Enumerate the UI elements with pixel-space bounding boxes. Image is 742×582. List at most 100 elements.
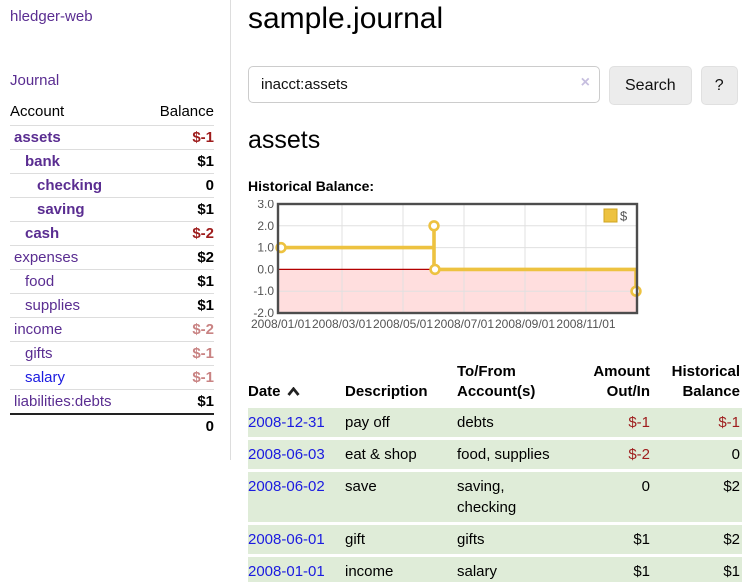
transaction-date-link[interactable]: 2008-01-01: [248, 562, 325, 580]
search-button[interactable]: Search: [609, 66, 692, 105]
sidebar-account-income[interactable]: income: [14, 321, 63, 338]
column-account: To/From Account(s): [457, 363, 536, 401]
transaction-amount: $-1: [572, 407, 652, 440]
transaction-accounts: food, supplies: [457, 439, 572, 472]
accounts-total-value: 0: [205, 418, 214, 435]
page-title: sample.journal: [248, 2, 444, 35]
transaction-balance: $1: [652, 556, 742, 582]
transaction-description: eat & shop: [345, 439, 457, 472]
account-row-food: food $1: [10, 269, 214, 294]
sidebar-account-supplies[interactable]: supplies: [25, 297, 81, 314]
transaction-date-link[interactable]: 2008-12-31: [248, 413, 325, 431]
marker-2008-06-01: [428, 220, 440, 232]
transaction-balance: $-1: [652, 407, 742, 440]
historical-balance-chart: $ 3.0 2.0 1.0 0.0 -1.0 -2.0 2008/01/01 2…: [251, 200, 642, 331]
transaction-description: save: [345, 471, 457, 525]
account-row-cash: cash $-2: [10, 221, 214, 246]
y-axis-ticks: 3.0 2.0 1.0 0.0 -1.0 -2.0: [253, 200, 274, 320]
account-balance: $1: [142, 389, 214, 415]
sidebar-account-liabilities-debts[interactable]: liabilities:debts: [14, 393, 112, 410]
svg-text:2008/07/01: 2008/07/01: [434, 317, 494, 331]
register-row: 2008-06-03 eat & shop food, supplies $-2…: [248, 439, 742, 472]
legend-label: $: [620, 209, 628, 224]
account-balance: $-2: [142, 221, 214, 246]
transaction-accounts: gifts: [457, 524, 572, 557]
column-date[interactable]: Date: [248, 360, 345, 408]
account-row-checking: checking 0: [10, 173, 214, 198]
account-row-supplies: supplies $1: [10, 293, 214, 318]
register-row: 2008-01-01 income salary $1 $1: [248, 556, 742, 582]
sidebar-account-saving[interactable]: saving: [37, 201, 85, 218]
account-row-liabilities-debts: liabilities:debts $1: [10, 389, 214, 415]
accounts-header-balance: Balance: [142, 100, 214, 126]
transaction-date-link[interactable]: 2008-06-03: [248, 445, 325, 463]
help-button[interactable]: ?: [700, 66, 738, 105]
register-row: 2008-12-31 pay off debts $-1 $-1: [248, 407, 742, 440]
transaction-balance: $2: [652, 471, 742, 525]
account-row-saving: saving $1: [10, 197, 214, 222]
account-row-income: income $-2: [10, 317, 214, 342]
sort-ascending-icon: [286, 386, 300, 397]
svg-text:2008/03/01: 2008/03/01: [312, 317, 372, 331]
nav-journal-link[interactable]: Journal: [10, 72, 60, 89]
chart-section-label: Historical Balance:: [248, 178, 375, 194]
sidebar-account-salary[interactable]: salary: [25, 369, 66, 386]
transaction-amount: 0: [572, 471, 652, 525]
account-row-assets: assets $-1: [10, 125, 214, 150]
accounts-header-account: Account: [10, 100, 143, 126]
svg-text:2008/05/01: 2008/05/01: [373, 317, 433, 331]
svg-text:2008/11/01: 2008/11/01: [556, 317, 615, 331]
accounts-total-row: 0: [10, 414, 214, 438]
column-amount: Amount Out/In: [593, 363, 650, 401]
account-balance: 0: [142, 173, 214, 198]
account-balance: $1: [142, 269, 214, 294]
svg-text:-1.0: -1.0: [253, 284, 274, 298]
account-balance: $-1: [142, 125, 214, 150]
app-brand-link[interactable]: hledger-web: [10, 8, 93, 25]
transaction-amount: $-2: [572, 439, 652, 472]
search-form: × Search ?: [248, 66, 742, 105]
clear-search-icon[interactable]: ×: [580, 74, 590, 91]
transaction-accounts: saving, checking: [457, 471, 572, 525]
transaction-date-link[interactable]: 2008-06-01: [248, 530, 325, 548]
svg-text:2.0: 2.0: [257, 219, 274, 233]
account-balance: $1: [142, 149, 214, 174]
account-balance: $1: [142, 197, 214, 222]
sidebar-account-gifts[interactable]: gifts: [25, 345, 53, 362]
register-row: 2008-06-02 save saving, checking 0 $2: [248, 471, 742, 525]
svg-text:-2.0: -2.0: [253, 306, 274, 320]
sidebar-account-expenses[interactable]: expenses: [14, 249, 79, 266]
svg-text:1.0: 1.0: [257, 241, 274, 255]
account-row-bank: bank $1: [10, 149, 214, 174]
chart-border: [276, 202, 639, 315]
transaction-description: gift: [345, 524, 457, 557]
sidebar-account-cash[interactable]: cash: [25, 225, 60, 242]
account-balance: $-2: [142, 317, 214, 342]
register-row: 2008-06-01 gift gifts $1 $2: [248, 524, 742, 557]
sidebar-account-bank[interactable]: bank: [25, 153, 61, 170]
account-row-expenses: expenses $2: [10, 245, 214, 270]
transaction-balance: $2: [652, 524, 742, 557]
transaction-date-link[interactable]: 2008-06-02: [248, 477, 325, 495]
svg-text:0.0: 0.0: [257, 262, 274, 276]
chart-legend: $: [603, 208, 628, 224]
sidebar-account-food[interactable]: food: [25, 273, 55, 290]
register-header-row: Date Description To/From Account(s) Amou…: [248, 360, 742, 408]
sidebar-account-assets[interactable]: assets: [14, 129, 61, 146]
legend-swatch-icon: [603, 208, 618, 223]
transaction-balance: 0: [652, 439, 742, 472]
transaction-accounts: debts: [457, 407, 572, 440]
transaction-description: income: [345, 556, 457, 582]
account-heading: assets: [248, 126, 321, 154]
account-row-salary: salary $-1: [10, 365, 214, 390]
svg-text:2008/01/01: 2008/01/01: [251, 317, 311, 331]
register-table: Date Description To/From Account(s) Amou…: [248, 360, 742, 582]
sidebar-account-checking[interactable]: checking: [37, 177, 103, 194]
marker-2008-06-03: [429, 263, 441, 276]
main-content: sample.journal × Search ? assets Histori…: [248, 0, 742, 582]
search-input[interactable]: [248, 66, 600, 103]
accounts-table: Account Balance assets $-1 bank $1 check…: [10, 100, 214, 438]
column-description: Description: [345, 383, 428, 401]
svg-text:3.0: 3.0: [257, 200, 274, 211]
x-axis-ticks: 2008/01/01 2008/03/01 2008/05/01 2008/07…: [251, 317, 616, 331]
